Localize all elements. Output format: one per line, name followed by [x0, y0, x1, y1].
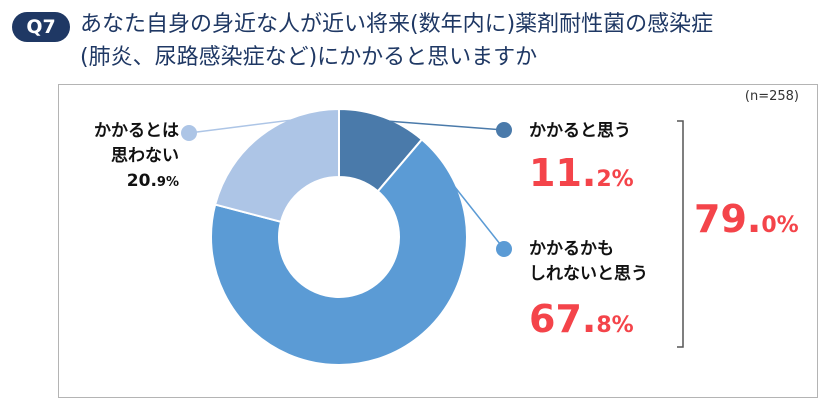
slice-might — [210, 138, 468, 366]
title-line-1: あなた自身の身近な人が近い将来(数年内に)薬剤耐性菌の感染症 — [80, 12, 714, 37]
sample-size: (n=258) — [744, 89, 799, 104]
slice-wont — [213, 107, 340, 224]
question-title: あなた自身の身近な人が近い将来(数年内に)薬剤耐性菌の感染症 (肺炎、尿路感染症… — [80, 8, 830, 74]
donut-chart — [181, 107, 684, 366]
marker-might — [496, 241, 512, 257]
leader-wont — [188, 118, 302, 134]
value-total: 79.0% — [694, 197, 799, 241]
leader-might — [448, 178, 505, 250]
leader-think-will — [381, 119, 505, 131]
marker-think-will — [496, 122, 512, 138]
value-wont: 20.9% — [126, 171, 179, 191]
label-might: かかるかも しれないと思う — [529, 239, 648, 284]
marker-wont — [181, 125, 197, 141]
label-wont: かかるとは 思わない — [94, 121, 179, 166]
chart-frame: (n=258) かかると思う 11.2% かかるかも しれないと思う 67.8%… — [58, 84, 818, 398]
value-think-will: 11.2% — [529, 151, 634, 195]
value-might: 67.8% — [529, 297, 634, 341]
label-think-will: かかると思う — [529, 121, 631, 141]
total-bracket — [677, 120, 684, 348]
question-badge: Q7 — [12, 12, 70, 42]
title-line-2: (肺炎、尿路感染症など)にかかると思いますか — [80, 45, 538, 70]
